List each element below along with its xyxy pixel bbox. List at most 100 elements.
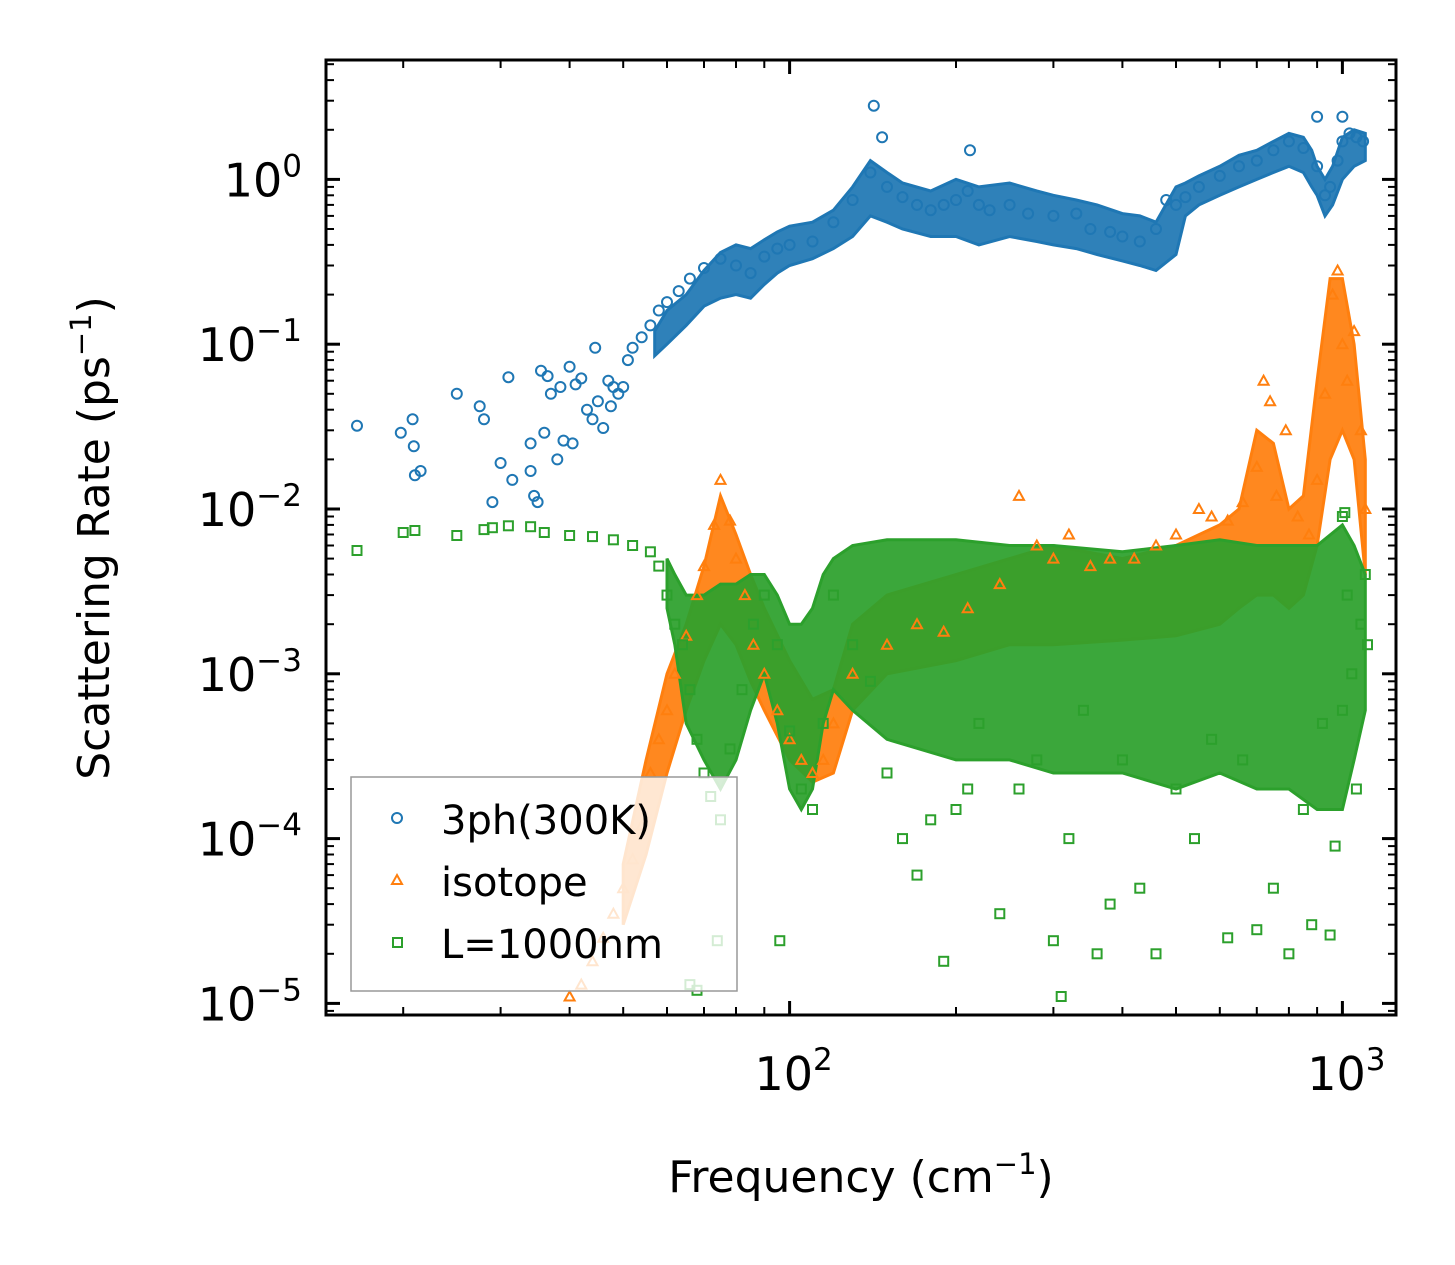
point-3ph300k	[531, 496, 544, 509]
point-isotope	[1330, 263, 1345, 276]
point-l1000nm	[817, 717, 829, 729]
point-3ph300k	[1311, 160, 1324, 173]
point-3ph300k	[1336, 135, 1349, 148]
point-l1000nm	[771, 639, 783, 651]
point-l1000nm	[644, 546, 656, 558]
point-isotope	[1012, 488, 1026, 501]
point-isotope	[1236, 495, 1250, 508]
point-isotope	[1046, 551, 1061, 564]
point-3ph300k	[351, 419, 363, 432]
point-isotope	[652, 732, 666, 745]
point-l1000nm	[1336, 704, 1348, 716]
point-3ph300k	[730, 259, 742, 272]
plot-frame	[324, 58, 1398, 1017]
point-isotope	[1221, 513, 1235, 526]
point-3ph300k	[950, 194, 962, 206]
point-l1000nm	[1055, 991, 1067, 1002]
point-3ph300k	[1357, 135, 1370, 148]
point-isotope	[697, 559, 711, 572]
point-isotope	[1083, 559, 1098, 572]
legend-marker-isotope	[390, 872, 404, 885]
point-isotope	[738, 588, 752, 601]
point-l1000nm	[847, 639, 859, 651]
y-tick-label: 10−3	[198, 643, 302, 702]
point-isotope	[668, 666, 682, 679]
point-l1000nm	[653, 560, 665, 572]
point-l1000nm	[587, 531, 598, 543]
point-3ph300k	[528, 489, 541, 502]
point-3ph300k	[541, 370, 554, 383]
point-isotope	[1310, 472, 1324, 485]
point-3ph300k	[1179, 191, 1192, 204]
point-3ph300k	[414, 465, 427, 477]
point-isotope	[1192, 501, 1206, 514]
point-3ph300k	[1213, 169, 1226, 182]
point-l1000nm	[973, 717, 985, 729]
point-3ph300k	[937, 198, 950, 211]
point-3ph300k	[1070, 207, 1083, 220]
point-3ph300k	[961, 185, 974, 197]
point-3ph300k	[566, 437, 579, 450]
point-isotope	[1354, 423, 1368, 436]
point-3ph300k	[494, 457, 507, 469]
point-isotope	[1302, 527, 1316, 540]
legend-box	[350, 776, 738, 992]
point-l1000nm	[1346, 668, 1358, 680]
x-tick-label: 102	[754, 1042, 832, 1101]
point-l1000nm	[538, 527, 550, 538]
point-l1000nm	[938, 955, 950, 967]
point-l1000nm	[724, 743, 736, 755]
point-3ph300k	[652, 304, 665, 317]
point-isotope	[1127, 551, 1141, 564]
point-3ph300k	[591, 395, 604, 408]
point-3ph300k	[407, 440, 420, 453]
point-isotope	[660, 703, 674, 716]
point-l1000nm	[1350, 783, 1362, 795]
point-3ph300k	[1160, 194, 1173, 206]
x-axis-label: Frequency (cm−1)	[668, 1147, 1053, 1203]
band-l1000nm	[665, 522, 1367, 813]
density-bands	[621, 128, 1367, 926]
point-l1000nm	[736, 684, 748, 696]
point-isotope	[713, 472, 728, 485]
point-3ph300k	[502, 371, 515, 384]
point-l1000nm	[784, 725, 796, 737]
point-isotope	[746, 637, 761, 650]
point-l1000nm	[1189, 833, 1200, 845]
point-isotope	[1340, 373, 1354, 386]
point-l1000nm	[1283, 948, 1295, 960]
point-isotope	[782, 732, 797, 745]
point-isotope	[1291, 509, 1305, 522]
point-l1000nm	[774, 935, 786, 947]
point-3ph300k	[1150, 223, 1162, 235]
point-3ph300k	[621, 354, 634, 367]
point-l1000nm	[1251, 924, 1263, 936]
point-3ph300k	[581, 403, 593, 416]
data-points	[351, 99, 1373, 1002]
point-isotope	[816, 752, 830, 765]
point-3ph300k	[478, 413, 490, 426]
point-l1000nm	[502, 520, 514, 532]
point-l1000nm	[607, 534, 619, 546]
point-l1000nm	[1324, 929, 1336, 941]
point-isotope	[1318, 386, 1332, 399]
point-3ph300k	[1336, 110, 1349, 123]
point-3ph300k	[644, 319, 657, 332]
point-isotope	[707, 517, 721, 530]
point-3ph300k	[551, 453, 564, 466]
point-3ph300k	[827, 216, 840, 229]
point-l1000nm	[1339, 507, 1351, 519]
point-isotope	[770, 703, 784, 716]
point-isotope	[794, 752, 808, 765]
point-isotope	[910, 617, 924, 630]
y-tick-label: 10−1	[198, 313, 302, 372]
point-3ph300k	[473, 400, 486, 413]
point-3ph300k	[506, 473, 519, 486]
point-3ph300k	[661, 296, 673, 309]
point-3ph300k	[771, 242, 784, 255]
y-axis-label: Scattering Rate (ps−1)	[64, 296, 120, 780]
point-l1000nm	[486, 522, 498, 534]
point-l1000nm	[1150, 948, 1162, 960]
point-isotope	[757, 666, 771, 679]
point-3ph300k	[683, 272, 696, 285]
